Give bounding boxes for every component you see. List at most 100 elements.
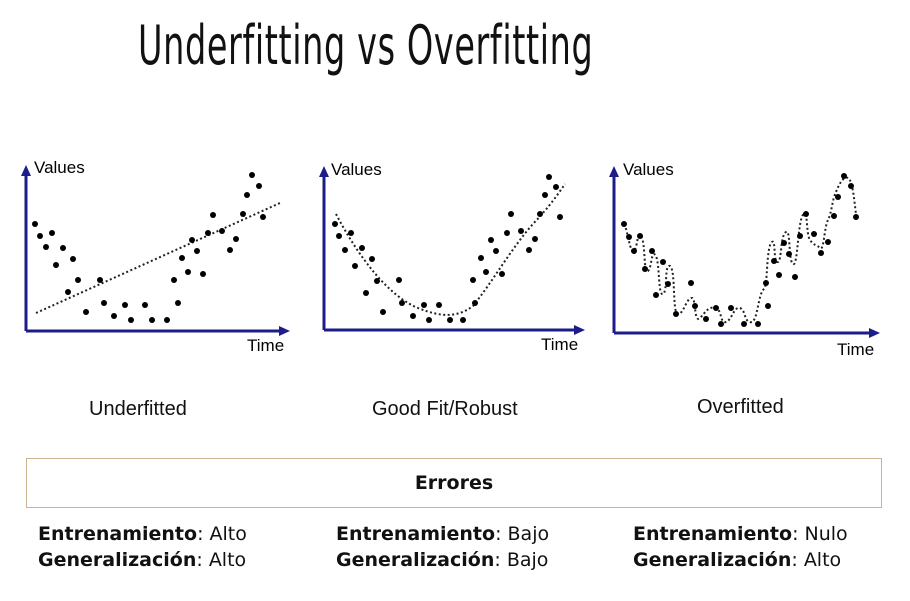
training-label: Entrenamiento [633,523,793,545]
data-point [831,213,837,219]
data-point [825,239,831,245]
training-error-line: Entrenamiento: Alto [38,521,247,547]
data-point [470,277,476,283]
separator: : [197,523,210,545]
data-point [240,211,246,217]
data-point [256,183,262,189]
data-point [352,263,358,269]
data-point [171,277,177,283]
data-point [637,233,643,239]
separator: : [196,549,209,571]
data-points [332,174,563,323]
data-point [776,272,782,278]
data-point [653,292,659,298]
data-point [765,303,771,309]
axes [21,165,290,336]
good-fit-panel: Values Time [318,156,593,361]
data-points [32,172,266,323]
data-point [493,248,499,254]
data-point [210,212,216,218]
data-point [70,256,76,262]
data-point [660,259,666,265]
generalization-error-line: Generalización: Bajo [336,547,549,573]
data-point [249,172,255,178]
generalization-value: Alto [803,549,842,571]
fit-curve [335,183,566,316]
data-point [504,230,510,236]
generalization-label: Generalización [38,549,197,571]
separator: : [494,549,507,571]
data-point [755,321,761,327]
underfitted-panel: Values Time [21,155,297,360]
data-point [499,271,505,277]
training-error-line: Entrenamiento: Bajo [336,521,549,547]
data-point [43,244,49,250]
y-axis-label: Values [623,160,674,179]
data-points [621,173,859,327]
data-point [692,303,698,309]
data-point [537,211,543,217]
data-point [426,317,432,323]
data-point [447,317,453,323]
data-point [111,313,117,319]
data-point [649,248,655,254]
data-point [621,221,627,227]
overfitted-panel: Values Time [608,156,888,366]
data-point [718,321,724,327]
data-point [771,258,777,264]
data-point [65,289,71,295]
data-point [49,230,55,236]
data-point [369,256,375,262]
page-title: Underfitting vs Overfitting [138,14,594,77]
overfitted-caption: Overfitted [697,396,784,418]
training-value: Alto [209,523,247,545]
generalization-label: Generalización [633,549,792,571]
data-point [53,262,59,268]
fit-curve [623,176,857,324]
data-point [363,290,369,296]
data-point [665,281,671,287]
data-point [380,309,386,315]
data-point [472,300,478,306]
data-point [101,300,107,306]
generalization-error-line: Generalización: Alto [633,547,848,573]
overfitted-plot: Values Time [609,160,880,359]
data-point [185,269,191,275]
errors-header: Errores [26,458,882,508]
data-point [797,233,803,239]
generalization-label: Generalización [336,549,495,571]
data-point [205,230,211,236]
data-point [410,313,416,319]
training-label: Entrenamiento [38,523,198,545]
data-point [818,250,824,256]
data-point [244,192,250,198]
data-point [219,228,225,234]
data-point [336,233,342,239]
data-point [532,236,538,242]
data-point [835,194,841,200]
data-point [741,321,747,327]
data-point [811,231,817,237]
data-point [713,305,719,311]
data-point [122,302,128,308]
data-point [703,316,709,322]
y-axis-label: Values [331,160,382,179]
data-point [128,317,134,323]
data-point [460,317,466,323]
data-point [688,280,694,286]
data-point [642,266,648,272]
axes [319,166,585,335]
data-point [488,237,494,243]
underfitted-caption: Underfitted [89,398,187,420]
data-point [164,317,170,323]
data-point [526,247,532,253]
errors-column-overfitted: Entrenamiento: Nulo Generalización: Alto [633,521,848,573]
generalization-error-line: Generalización: Alto [38,547,247,573]
errors-column-underfitted: Entrenamiento: Alto Generalización: Alto [38,521,247,573]
data-point [792,274,798,280]
generalization-value: Alto [208,549,247,571]
data-point [546,174,552,180]
x-axis-label: Time [541,335,578,354]
y-axis-label: Values [34,158,85,177]
data-point [75,277,81,283]
